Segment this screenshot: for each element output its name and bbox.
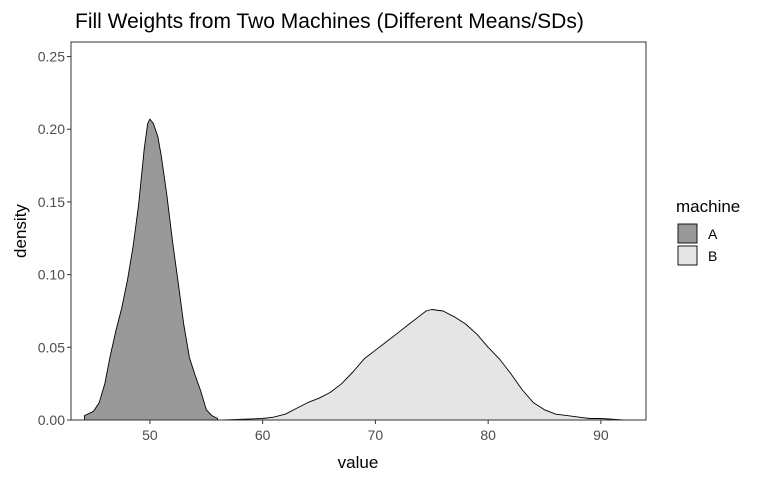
y-tick-label: 0.05 [38, 339, 65, 355]
x-tick-label: 50 [142, 427, 158, 443]
y-axis: 0.00 0.05 0.10 0.15 0.20 0.25 [38, 49, 71, 428]
y-tick-label: 0.00 [38, 412, 65, 428]
legend: machine AB [676, 197, 740, 266]
y-tick-label: 0.20 [38, 121, 65, 137]
x-tick-label: 90 [593, 427, 609, 443]
y-axis-title: density [11, 204, 30, 258]
x-axis: 50 60 70 80 90 [142, 420, 609, 443]
x-tick-label: 70 [368, 427, 384, 443]
y-tick-label: 0.15 [38, 194, 65, 210]
y-tick-label: 0.25 [38, 49, 65, 65]
x-tick-label: 80 [480, 427, 496, 443]
legend-label-B: B [708, 248, 717, 264]
density-area-B [222, 309, 624, 421]
legend-key-B [677, 245, 698, 266]
legend-key-A [677, 223, 698, 244]
x-axis-title: value [338, 453, 379, 472]
plot-border [70, 41, 647, 421]
density-area-A [84, 118, 219, 421]
plot-area [84, 118, 624, 421]
legend-title: machine [676, 197, 740, 216]
legend-label-A: A [708, 226, 718, 242]
chart-title: Fill Weights from Two Machines (Differen… [75, 10, 584, 33]
y-tick-label: 0.10 [38, 267, 65, 283]
x-tick-label: 60 [255, 427, 271, 443]
